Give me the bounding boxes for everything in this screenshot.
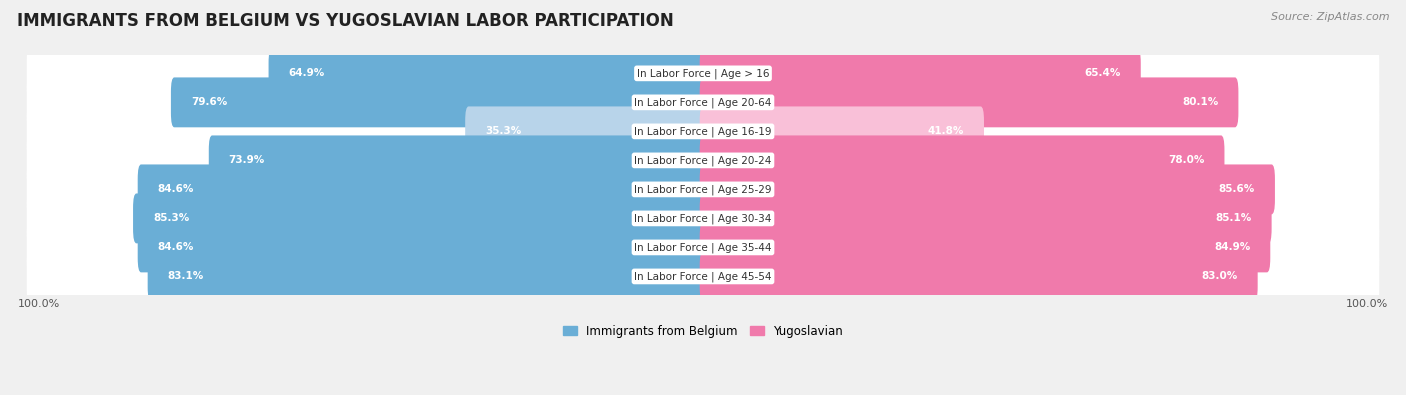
Text: 84.9%: 84.9%	[1215, 243, 1250, 252]
FancyBboxPatch shape	[700, 164, 1275, 214]
FancyBboxPatch shape	[700, 194, 1271, 243]
Text: 79.6%: 79.6%	[191, 98, 228, 107]
FancyBboxPatch shape	[27, 183, 1379, 254]
Text: In Labor Force | Age 25-29: In Labor Force | Age 25-29	[634, 184, 772, 195]
FancyBboxPatch shape	[27, 125, 1379, 196]
FancyBboxPatch shape	[208, 135, 706, 185]
FancyBboxPatch shape	[27, 96, 1379, 167]
FancyBboxPatch shape	[700, 222, 1270, 273]
Text: In Labor Force | Age 35-44: In Labor Force | Age 35-44	[634, 242, 772, 253]
FancyBboxPatch shape	[700, 135, 1225, 185]
FancyBboxPatch shape	[700, 106, 984, 156]
Text: Source: ZipAtlas.com: Source: ZipAtlas.com	[1271, 12, 1389, 22]
FancyBboxPatch shape	[148, 252, 706, 301]
Text: IMMIGRANTS FROM BELGIUM VS YUGOSLAVIAN LABOR PARTICIPATION: IMMIGRANTS FROM BELGIUM VS YUGOSLAVIAN L…	[17, 12, 673, 30]
FancyBboxPatch shape	[172, 77, 706, 127]
Text: 41.8%: 41.8%	[928, 126, 965, 136]
Text: 80.1%: 80.1%	[1182, 98, 1219, 107]
FancyBboxPatch shape	[27, 154, 1379, 225]
FancyBboxPatch shape	[27, 38, 1379, 109]
Text: 85.1%: 85.1%	[1215, 213, 1251, 224]
FancyBboxPatch shape	[27, 67, 1379, 138]
Text: 83.1%: 83.1%	[167, 271, 204, 281]
Text: In Labor Force | Age 20-64: In Labor Force | Age 20-64	[634, 97, 772, 107]
Text: In Labor Force | Age 16-19: In Labor Force | Age 16-19	[634, 126, 772, 137]
FancyBboxPatch shape	[269, 49, 706, 98]
Text: 64.9%: 64.9%	[288, 68, 325, 78]
Text: 65.4%: 65.4%	[1084, 68, 1121, 78]
Text: 85.3%: 85.3%	[153, 213, 190, 224]
Text: 84.6%: 84.6%	[157, 243, 194, 252]
Legend: Immigrants from Belgium, Yugoslavian: Immigrants from Belgium, Yugoslavian	[558, 320, 848, 342]
Text: In Labor Force | Age 30-34: In Labor Force | Age 30-34	[634, 213, 772, 224]
Text: 35.3%: 35.3%	[485, 126, 522, 136]
FancyBboxPatch shape	[465, 106, 706, 156]
FancyBboxPatch shape	[134, 194, 706, 243]
FancyBboxPatch shape	[27, 212, 1379, 283]
FancyBboxPatch shape	[138, 222, 706, 273]
Text: 83.0%: 83.0%	[1202, 271, 1237, 281]
FancyBboxPatch shape	[700, 252, 1258, 301]
Text: 85.6%: 85.6%	[1219, 184, 1256, 194]
Text: 78.0%: 78.0%	[1168, 155, 1205, 166]
Text: 73.9%: 73.9%	[229, 155, 264, 166]
Text: In Labor Force | Age > 16: In Labor Force | Age > 16	[637, 68, 769, 79]
FancyBboxPatch shape	[700, 77, 1239, 127]
Text: In Labor Force | Age 45-54: In Labor Force | Age 45-54	[634, 271, 772, 282]
FancyBboxPatch shape	[138, 164, 706, 214]
Text: In Labor Force | Age 20-24: In Labor Force | Age 20-24	[634, 155, 772, 166]
Text: 84.6%: 84.6%	[157, 184, 194, 194]
FancyBboxPatch shape	[27, 241, 1379, 312]
FancyBboxPatch shape	[700, 49, 1140, 98]
